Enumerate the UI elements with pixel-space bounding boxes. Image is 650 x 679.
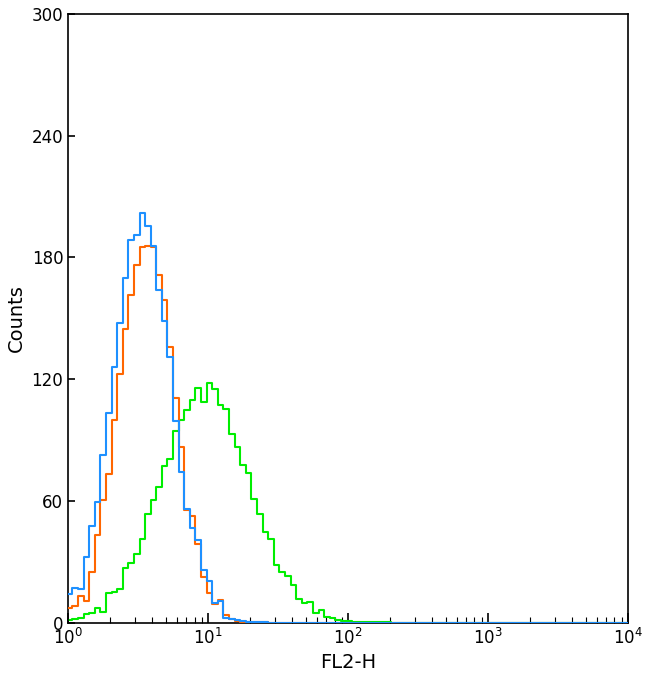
- X-axis label: FL2-H: FL2-H: [320, 653, 376, 672]
- Y-axis label: Counts: Counts: [7, 285, 26, 352]
